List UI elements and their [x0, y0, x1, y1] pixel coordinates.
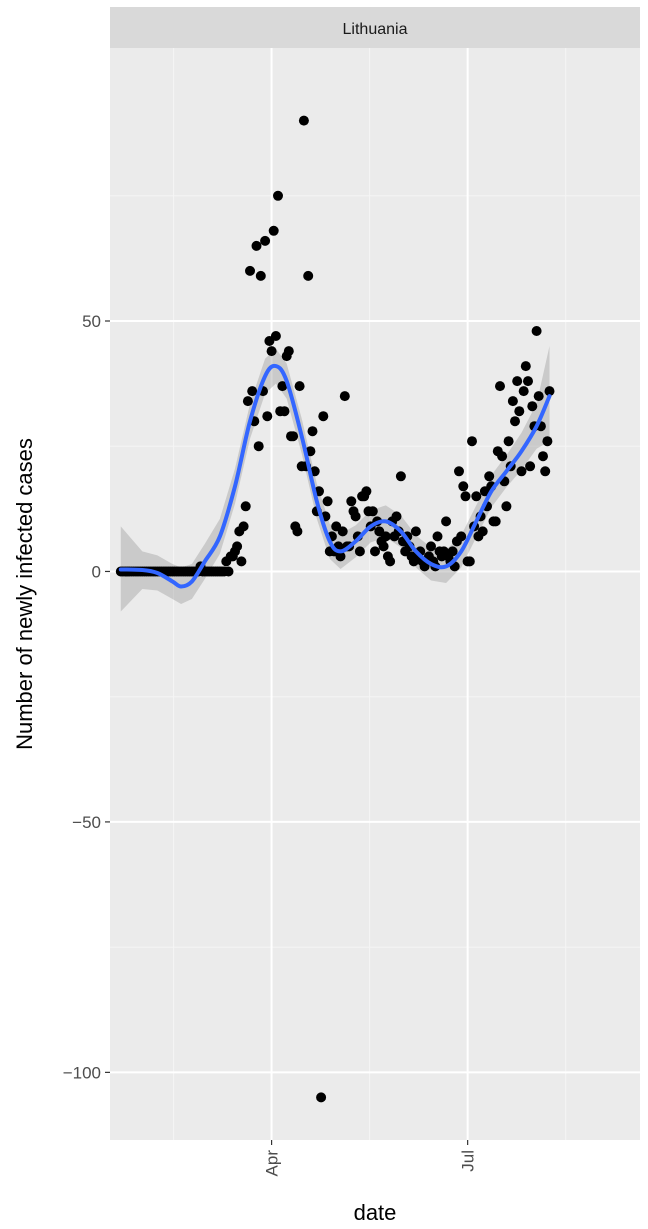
data-point: [316, 1092, 327, 1103]
data-point: [490, 516, 501, 527]
y-tick-label: 50: [82, 312, 101, 331]
data-point: [335, 551, 346, 562]
data-point: [253, 441, 264, 452]
data-point: [245, 265, 255, 276]
data-point: [516, 466, 527, 477]
data-point: [484, 471, 495, 482]
data-point: [410, 526, 421, 537]
data-point: [268, 225, 279, 236]
data-point: [456, 531, 467, 542]
data-point: [507, 396, 518, 407]
data-points: [115, 115, 555, 1103]
data-point: [454, 466, 464, 477]
data-point: [441, 516, 452, 527]
data-point: [273, 190, 283, 201]
confidence-ribbon: [120, 346, 550, 612]
data-point: [370, 546, 380, 557]
data-point: [242, 396, 253, 407]
data-point: [283, 346, 294, 357]
plot-panel: [110, 48, 640, 1140]
data-point: [361, 486, 372, 497]
data-point: [447, 546, 458, 557]
data-point: [503, 436, 514, 447]
data-point: [294, 381, 305, 392]
data-point: [426, 541, 436, 552]
data-point: [531, 326, 542, 336]
data-point: [378, 541, 389, 552]
data-point: [510, 416, 520, 427]
data-point: [501, 501, 512, 512]
data-point: [542, 436, 553, 447]
y-axis: 50 0 −50 −100: [63, 312, 110, 1082]
data-point: [262, 411, 273, 422]
data-point: [391, 511, 402, 522]
data-point: [260, 235, 271, 246]
data-point: [495, 381, 505, 392]
data-point: [533, 391, 544, 402]
x-tick-label: Apr: [263, 1150, 282, 1177]
data-point: [527, 401, 538, 412]
data-point: [460, 491, 471, 502]
smooth-line-layer: [118, 363, 552, 589]
data-point: [458, 481, 469, 492]
data-point: [288, 431, 299, 442]
data-point: [303, 270, 314, 281]
data-point: [232, 541, 243, 552]
data-point: [240, 501, 251, 512]
x-tick-label: Jul: [459, 1150, 478, 1172]
data-point: [277, 381, 288, 392]
smooth-line: [118, 363, 552, 589]
grid-major: [110, 48, 640, 1140]
data-point: [247, 386, 258, 397]
data-point: [322, 496, 333, 507]
data-point: [279, 406, 290, 417]
data-point: [367, 506, 378, 517]
confidence-ribbon-layer: [120, 346, 550, 612]
data-point: [471, 491, 482, 502]
data-point: [432, 531, 443, 542]
data-point: [270, 331, 281, 341]
x-axis: Apr Jul: [263, 1140, 478, 1176]
data-point: [467, 436, 477, 447]
panel-title: Lithuania: [343, 21, 408, 38]
data-point: [337, 526, 348, 537]
data-point: [525, 461, 536, 472]
data-point: [497, 451, 508, 462]
data-point: [518, 386, 529, 397]
y-tick-label: 0: [92, 562, 101, 581]
data-point: [544, 386, 555, 397]
data-point: [298, 115, 309, 126]
data-point: [523, 376, 533, 387]
data-point: [238, 521, 249, 532]
data-point: [339, 391, 350, 402]
data-point: [251, 240, 262, 251]
data-point: [292, 526, 303, 537]
data-point: [512, 376, 523, 387]
y-axis-title: Number of newly infected cases: [12, 438, 37, 750]
x-axis-title: date: [354, 1200, 397, 1225]
data-point: [350, 511, 361, 522]
y-tick-label: −50: [72, 813, 101, 832]
data-point: [266, 346, 277, 357]
data-point: [318, 411, 329, 422]
data-point: [538, 451, 548, 462]
data-point: [464, 556, 475, 567]
data-point: [346, 496, 357, 507]
data-point: [477, 526, 488, 537]
data-point: [236, 556, 247, 567]
data-point: [223, 566, 234, 577]
data-point: [520, 361, 531, 372]
data-point: [307, 426, 318, 437]
y-tick-label: −100: [63, 1063, 101, 1082]
data-point: [255, 270, 266, 281]
data-point: [354, 546, 365, 557]
data-point: [380, 531, 391, 542]
strip-background: [110, 7, 640, 48]
grid-minor: [110, 48, 640, 1140]
data-point: [395, 471, 406, 482]
data-point: [514, 406, 525, 417]
data-point: [385, 556, 396, 567]
data-point: [540, 466, 551, 477]
